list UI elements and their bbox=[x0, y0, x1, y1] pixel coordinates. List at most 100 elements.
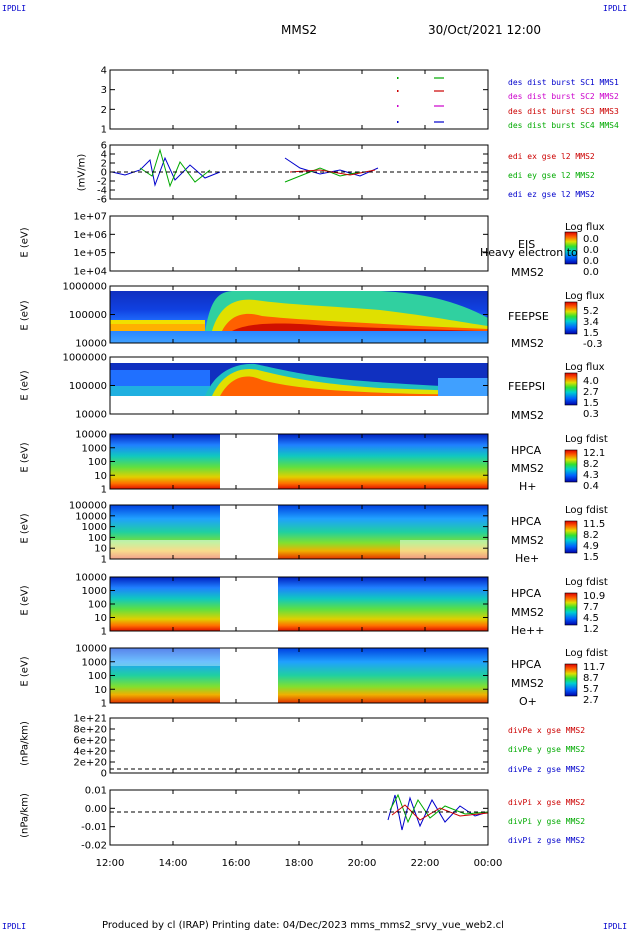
cbar-values-hpca-he: 11.5 8.2 4.9 1.5 bbox=[583, 519, 605, 563]
side-label-feepsi-sc: MMS2 bbox=[511, 409, 544, 422]
cbar-value: 1.2 bbox=[583, 624, 599, 635]
ytick-label: 10 bbox=[94, 544, 107, 555]
ytick-label: 1e+21 bbox=[73, 714, 107, 725]
cbar-value: -0.3 bbox=[583, 339, 603, 350]
ytick-label: 1 bbox=[101, 627, 107, 638]
xtick-label: 22:00 bbox=[411, 858, 440, 869]
cbar-value: 5.7 bbox=[583, 684, 599, 695]
side-label-hpca-hepp: HPCA bbox=[511, 587, 542, 600]
ytick-label: 1 bbox=[101, 699, 107, 710]
colorbar bbox=[564, 592, 578, 626]
ytick-label: -6 bbox=[97, 195, 107, 206]
spectrogram-feepse bbox=[110, 291, 488, 343]
burst-marker bbox=[397, 90, 399, 92]
colorbar bbox=[564, 372, 578, 406]
cbar-value: 0.0 bbox=[583, 245, 599, 256]
cbar-title-hpca-hepp: Log fdist bbox=[565, 577, 608, 588]
cbar-value: 8.7 bbox=[583, 673, 599, 684]
colorbar bbox=[564, 663, 578, 697]
side-label-hpca-he-sc: MMS2 bbox=[511, 534, 544, 547]
panel-frame bbox=[109, 717, 489, 774]
cbar-value: 1.5 bbox=[583, 552, 599, 563]
ytick-label: 2e+20 bbox=[73, 758, 107, 769]
ytick-label: 10000 bbox=[75, 339, 107, 350]
ytick-label: 6 bbox=[101, 141, 107, 152]
cbar-value: 12.1 bbox=[583, 448, 606, 459]
ytick-label: 100 bbox=[88, 671, 107, 682]
ylabel-divpi: (nPa/km) bbox=[19, 793, 31, 838]
side-label-hpca-he: HPCA bbox=[511, 515, 542, 528]
ytick-label: 1000000 bbox=[62, 282, 107, 293]
cbar-values-hpca-hepp: 10.9 7.7 4.5 1.2 bbox=[583, 591, 605, 635]
header-datetime: 30/Oct/2021 12:00 bbox=[428, 23, 542, 37]
cbar-values-feepsi: 4.0 2.7 1.5 0.3 bbox=[583, 376, 599, 420]
side-label-eis: EIS bbox=[518, 238, 536, 251]
colorbar bbox=[564, 301, 578, 335]
ytick-label: 3 bbox=[101, 85, 107, 96]
cbar-value: 8.2 bbox=[583, 530, 599, 541]
ytick-label: 4e+20 bbox=[73, 747, 107, 758]
cbar-value: 7.7 bbox=[583, 602, 599, 613]
ytick-label: 1e+05 bbox=[73, 248, 107, 259]
ytick-label: 1000000 bbox=[62, 353, 107, 364]
spectrogram-hpca-h bbox=[110, 434, 488, 489]
panel-frame bbox=[109, 69, 489, 130]
trace-edi bbox=[111, 148, 379, 188]
ylabel-hpca-h: E (eV) bbox=[19, 442, 31, 473]
cbar-value: 4.9 bbox=[583, 541, 599, 552]
side-label-hpca-o: HPCA bbox=[511, 658, 542, 671]
ytick-label: -0.02 bbox=[81, 841, 107, 852]
cbar-value: 0.0 bbox=[583, 234, 599, 245]
cbar-values-eis: 0.0 0.0 0.0 0.0 bbox=[583, 234, 599, 278]
cbar-value: 0.0 bbox=[583, 256, 599, 267]
legend-divpi-z: divPi z gse MMS2 bbox=[508, 836, 586, 845]
cbar-value: 2.7 bbox=[583, 695, 599, 706]
ylabel-edi: (mV/m) bbox=[76, 153, 88, 192]
spectrogram-hpca-o bbox=[110, 648, 488, 703]
colorbar bbox=[564, 231, 578, 265]
cbar-value: 8.2 bbox=[583, 459, 599, 470]
ytick-label: 1e+06 bbox=[73, 230, 107, 241]
corner-mark-top-left: IPDLI bbox=[2, 4, 27, 13]
ylabel-hpca-he: E (eV) bbox=[19, 513, 31, 544]
spectrogram-feepsi bbox=[110, 363, 488, 396]
ytick-label: 1e+07 bbox=[73, 212, 107, 223]
colorbar bbox=[564, 520, 578, 554]
legend-burst-sc3: des dist burst SC3 MMS3 bbox=[508, 107, 619, 116]
legend-divpe-z: divPe z gse MMS2 bbox=[508, 765, 586, 774]
cbar-value: 0.4 bbox=[583, 481, 599, 492]
ytick-label: 1 bbox=[101, 485, 107, 496]
legend-edi-ex: edi ex gse l2 MMS2 bbox=[508, 152, 595, 161]
ytick-label: 8e+20 bbox=[73, 725, 107, 736]
ytick-label: 100000 bbox=[69, 310, 107, 321]
side-label-hpca-h-species: H+ bbox=[519, 480, 537, 493]
side-label-hpca-o-species: O+ bbox=[519, 695, 537, 708]
ytick-label: 6e+20 bbox=[73, 736, 107, 747]
cbar-value: 2.7 bbox=[583, 387, 599, 398]
cbar-value: 11.7 bbox=[583, 662, 606, 673]
ylabel-eis: E (eV) bbox=[19, 227, 31, 258]
cbar-values-hpca-h: 12.1 8.2 4.3 0.4 bbox=[583, 448, 605, 492]
ytick-label: 10000 bbox=[75, 511, 107, 522]
corner-mark-top-right: IPDLI bbox=[603, 4, 628, 13]
ytick-label: 10 bbox=[94, 613, 107, 624]
cbar-values-feepse: 5.2 3.4 1.5 -0.3 bbox=[583, 306, 603, 350]
ytick-label: 4 bbox=[101, 150, 107, 161]
side-label-feepsi: FEEPSI bbox=[508, 380, 546, 393]
ytick-label: -0.01 bbox=[81, 822, 107, 833]
side-label-eis-overlay: Heavy electron to bbox=[480, 246, 578, 259]
colorbar bbox=[564, 449, 578, 483]
ylabel-hpca-hepp: E (eV) bbox=[19, 585, 31, 616]
corner-mark-bottom-right: IPDLI bbox=[603, 922, 628, 931]
cbar-value: 10.9 bbox=[583, 591, 606, 602]
ytick-label: 1000 bbox=[82, 657, 107, 668]
side-label-hpca-hepp-sc: MMS2 bbox=[511, 606, 544, 619]
cbar-value: 0.0 bbox=[583, 267, 599, 278]
ytick-label: 10000 bbox=[75, 573, 107, 584]
spectrogram-hpca-he bbox=[110, 505, 488, 559]
ytick-label: -4 bbox=[97, 186, 107, 197]
cbar-value: 1.5 bbox=[583, 328, 599, 339]
side-label-hpca-hepp-species: He++ bbox=[511, 624, 545, 637]
burst-marker bbox=[397, 121, 399, 123]
